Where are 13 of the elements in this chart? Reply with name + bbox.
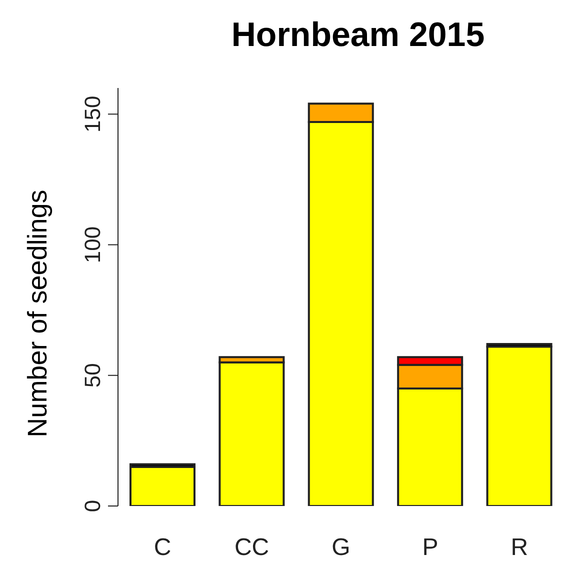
x-tick-label: C: [154, 534, 172, 562]
y-tick-label: 150: [80, 96, 105, 132]
y-axis-title: Number of seedlings: [22, 189, 54, 437]
y-tick-label: 0: [80, 500, 105, 512]
x-tick-label: G: [332, 534, 350, 562]
x-tick-label: R: [510, 534, 528, 562]
y-tick-label: 50: [80, 363, 105, 388]
bar: [486, 346, 552, 506]
x-tick-label: P: [422, 534, 438, 562]
x-tick-label: CC: [234, 534, 270, 562]
bar: [129, 466, 196, 506]
y-tick-label: 100: [80, 226, 105, 264]
chart-title: Hornbeam 2015: [230, 16, 486, 55]
